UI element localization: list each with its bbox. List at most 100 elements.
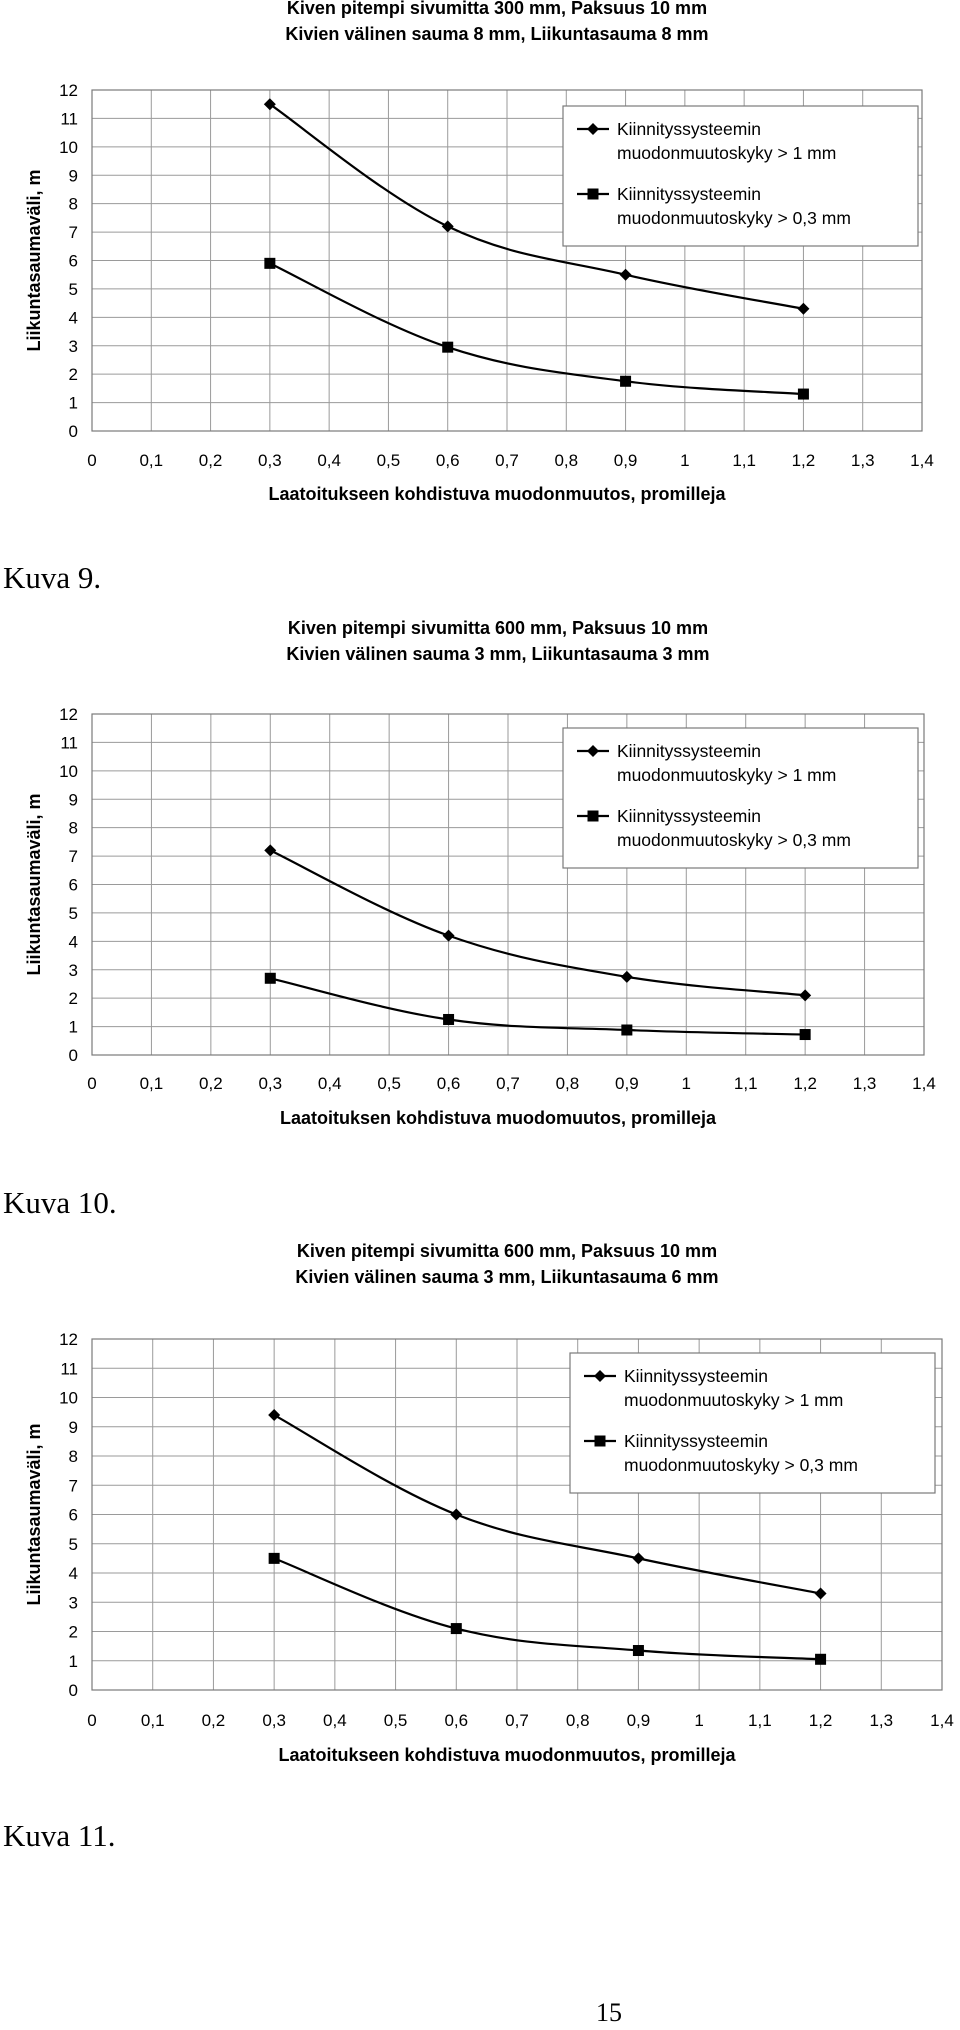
x-tick-label: 1,2 bbox=[809, 1711, 833, 1730]
y-axis-label: Liikuntasaumaväli, m bbox=[24, 1423, 44, 1605]
x-tick-label: 1,4 bbox=[912, 1074, 936, 1093]
y-tick-label: 7 bbox=[69, 223, 78, 242]
chart-2: Kiven pitempi sivumitta 600 mm, Paksuus … bbox=[0, 615, 960, 1145]
y-tick-label: 4 bbox=[69, 1564, 78, 1583]
y-tick-label: 6 bbox=[69, 252, 78, 271]
plot-area bbox=[91, 713, 925, 1056]
chart-title-line: Kiven pitempi sivumitta 300 mm, Paksuus … bbox=[287, 0, 707, 18]
chart-title-line: Kiven pitempi sivumitta 600 mm, Paksuus … bbox=[288, 618, 708, 638]
y-tick-label: 11 bbox=[60, 733, 78, 752]
y-tick-label: 12 bbox=[59, 705, 78, 724]
x-tick-label: 0,2 bbox=[202, 1711, 226, 1730]
x-axis-label: Laatoitukseen kohdistuva muodonmuutos, p… bbox=[268, 484, 726, 504]
chart-title-line: Kivien välinen sauma 3 mm, Liikuntasauma… bbox=[286, 644, 709, 664]
series-line-2 bbox=[270, 977, 806, 1036]
y-tick-label: 6 bbox=[69, 1506, 78, 1525]
chart-title-line: Kiven pitempi sivumitta 600 mm, Paksuus … bbox=[297, 1241, 717, 1261]
y-tick-label: 2 bbox=[69, 989, 78, 1008]
caption-3: Kuva 11. bbox=[3, 1818, 116, 1853]
x-tick-label: 0,9 bbox=[615, 1074, 639, 1093]
x-tick-label: 1 bbox=[682, 1074, 691, 1093]
x-tick-label: 1,3 bbox=[853, 1074, 877, 1093]
data-point-series-1 bbox=[620, 970, 633, 983]
x-tick-label: 1,4 bbox=[930, 1711, 954, 1730]
series-line-2 bbox=[269, 262, 804, 396]
data-point-series-1 bbox=[268, 1409, 281, 1422]
x-tick-label: 0,1 bbox=[141, 1711, 165, 1730]
x-tick-label: 0,8 bbox=[556, 1074, 580, 1093]
y-tick-label: 1 bbox=[69, 1018, 78, 1037]
x-tick-label: 0,4 bbox=[318, 1074, 342, 1093]
data-point-series-1 bbox=[632, 1552, 645, 1565]
y-tick-label: 9 bbox=[69, 166, 78, 185]
y-tick-label: 10 bbox=[59, 1389, 78, 1408]
y-tick-label: 11 bbox=[60, 109, 78, 128]
y-axis-label: Liikuntasaumaväli, m bbox=[24, 793, 44, 975]
x-tick-label: 0,1 bbox=[140, 1074, 164, 1093]
y-tick-label: 0 bbox=[69, 422, 78, 441]
x-tick-label: 0,9 bbox=[627, 1711, 651, 1730]
data-point-series-1 bbox=[441, 220, 454, 233]
legend-entry-text: muodonmuutoskyky > 0,3 mm bbox=[617, 208, 851, 228]
data-point-series-2 bbox=[815, 1653, 827, 1665]
x-tick-label: 1,2 bbox=[792, 451, 816, 470]
x-tick-label: 0,6 bbox=[444, 1711, 468, 1730]
caption-1: Kuva 9. bbox=[3, 560, 102, 595]
legend-marker-2 bbox=[587, 810, 599, 822]
legend-entry-text: Kiinnityssysteemin bbox=[624, 1431, 768, 1451]
data-point-series-2 bbox=[442, 341, 454, 353]
x-tick-label: 0 bbox=[87, 1711, 96, 1730]
y-tick-label: 6 bbox=[69, 876, 78, 895]
legend-entry-text: muodonmuutoskyky > 0,3 mm bbox=[617, 830, 851, 850]
chart-3: Kiven pitempi sivumitta 600 mm, Paksuus … bbox=[0, 1240, 960, 1780]
x-tick-label: 0,5 bbox=[377, 451, 401, 470]
legend-entry-text: Kiinnityssysteemin bbox=[617, 119, 761, 139]
x-tick-label: 0,2 bbox=[199, 1074, 223, 1093]
chart-title-line: Kivien välinen sauma 3 mm, Liikuntasauma… bbox=[295, 1267, 718, 1287]
y-tick-label: 2 bbox=[69, 365, 78, 384]
data-point-series-1 bbox=[799, 989, 812, 1002]
x-tick-label: 0,6 bbox=[437, 1074, 461, 1093]
plot-area bbox=[91, 89, 923, 432]
x-tick-label: 0,3 bbox=[262, 1711, 286, 1730]
x-tick-label: 1,1 bbox=[734, 1074, 758, 1093]
data-point-series-2 bbox=[621, 1024, 633, 1036]
page-number: 15 bbox=[596, 1998, 622, 2027]
y-tick-label: 9 bbox=[69, 1418, 78, 1437]
data-point-series-2 bbox=[797, 388, 809, 400]
x-tick-label: 0,4 bbox=[323, 1711, 347, 1730]
x-tick-label: 0 bbox=[87, 451, 96, 470]
y-tick-label: 4 bbox=[69, 308, 78, 327]
data-point-series-1 bbox=[797, 302, 810, 315]
legend-entry-text: Kiinnityssysteemin bbox=[617, 184, 761, 204]
x-tick-label: 1,1 bbox=[748, 1711, 772, 1730]
x-tick-label: 0,3 bbox=[258, 1074, 282, 1093]
x-tick-label: 1,2 bbox=[793, 1074, 817, 1093]
data-point-series-2 bbox=[799, 1029, 811, 1041]
x-tick-label: 1,4 bbox=[910, 451, 934, 470]
plot-area bbox=[91, 1338, 943, 1691]
y-tick-label: 3 bbox=[69, 961, 78, 980]
x-tick-label: 0,3 bbox=[258, 451, 282, 470]
x-tick-label: 1,3 bbox=[851, 451, 875, 470]
legend bbox=[562, 727, 919, 869]
legend-entry-text: Kiinnityssysteemin bbox=[617, 741, 761, 761]
y-tick-label: 9 bbox=[69, 790, 78, 809]
y-tick-label: 0 bbox=[69, 1046, 78, 1065]
chart-1-svg: Kiven pitempi sivumitta 300 mm, Paksuus … bbox=[24, 0, 934, 504]
y-tick-label: 0 bbox=[69, 1681, 78, 1700]
y-tick-label: 10 bbox=[59, 138, 78, 157]
legend-marker-2 bbox=[587, 188, 599, 200]
legend-entry-text: muodonmuutoskyky > 1 mm bbox=[617, 143, 836, 163]
data-point-series-1 bbox=[264, 844, 277, 857]
y-tick-label: 5 bbox=[69, 904, 78, 923]
x-tick-label: 0,5 bbox=[384, 1711, 408, 1730]
legend-marker-1 bbox=[587, 745, 599, 757]
x-tick-label: 1,3 bbox=[869, 1711, 893, 1730]
legend bbox=[569, 1352, 936, 1494]
legend-marker-1 bbox=[594, 1370, 606, 1382]
x-tick-label: 0,5 bbox=[377, 1074, 401, 1093]
y-tick-label: 7 bbox=[69, 847, 78, 866]
y-tick-label: 8 bbox=[69, 195, 78, 214]
y-tick-label: 2 bbox=[69, 1623, 78, 1642]
